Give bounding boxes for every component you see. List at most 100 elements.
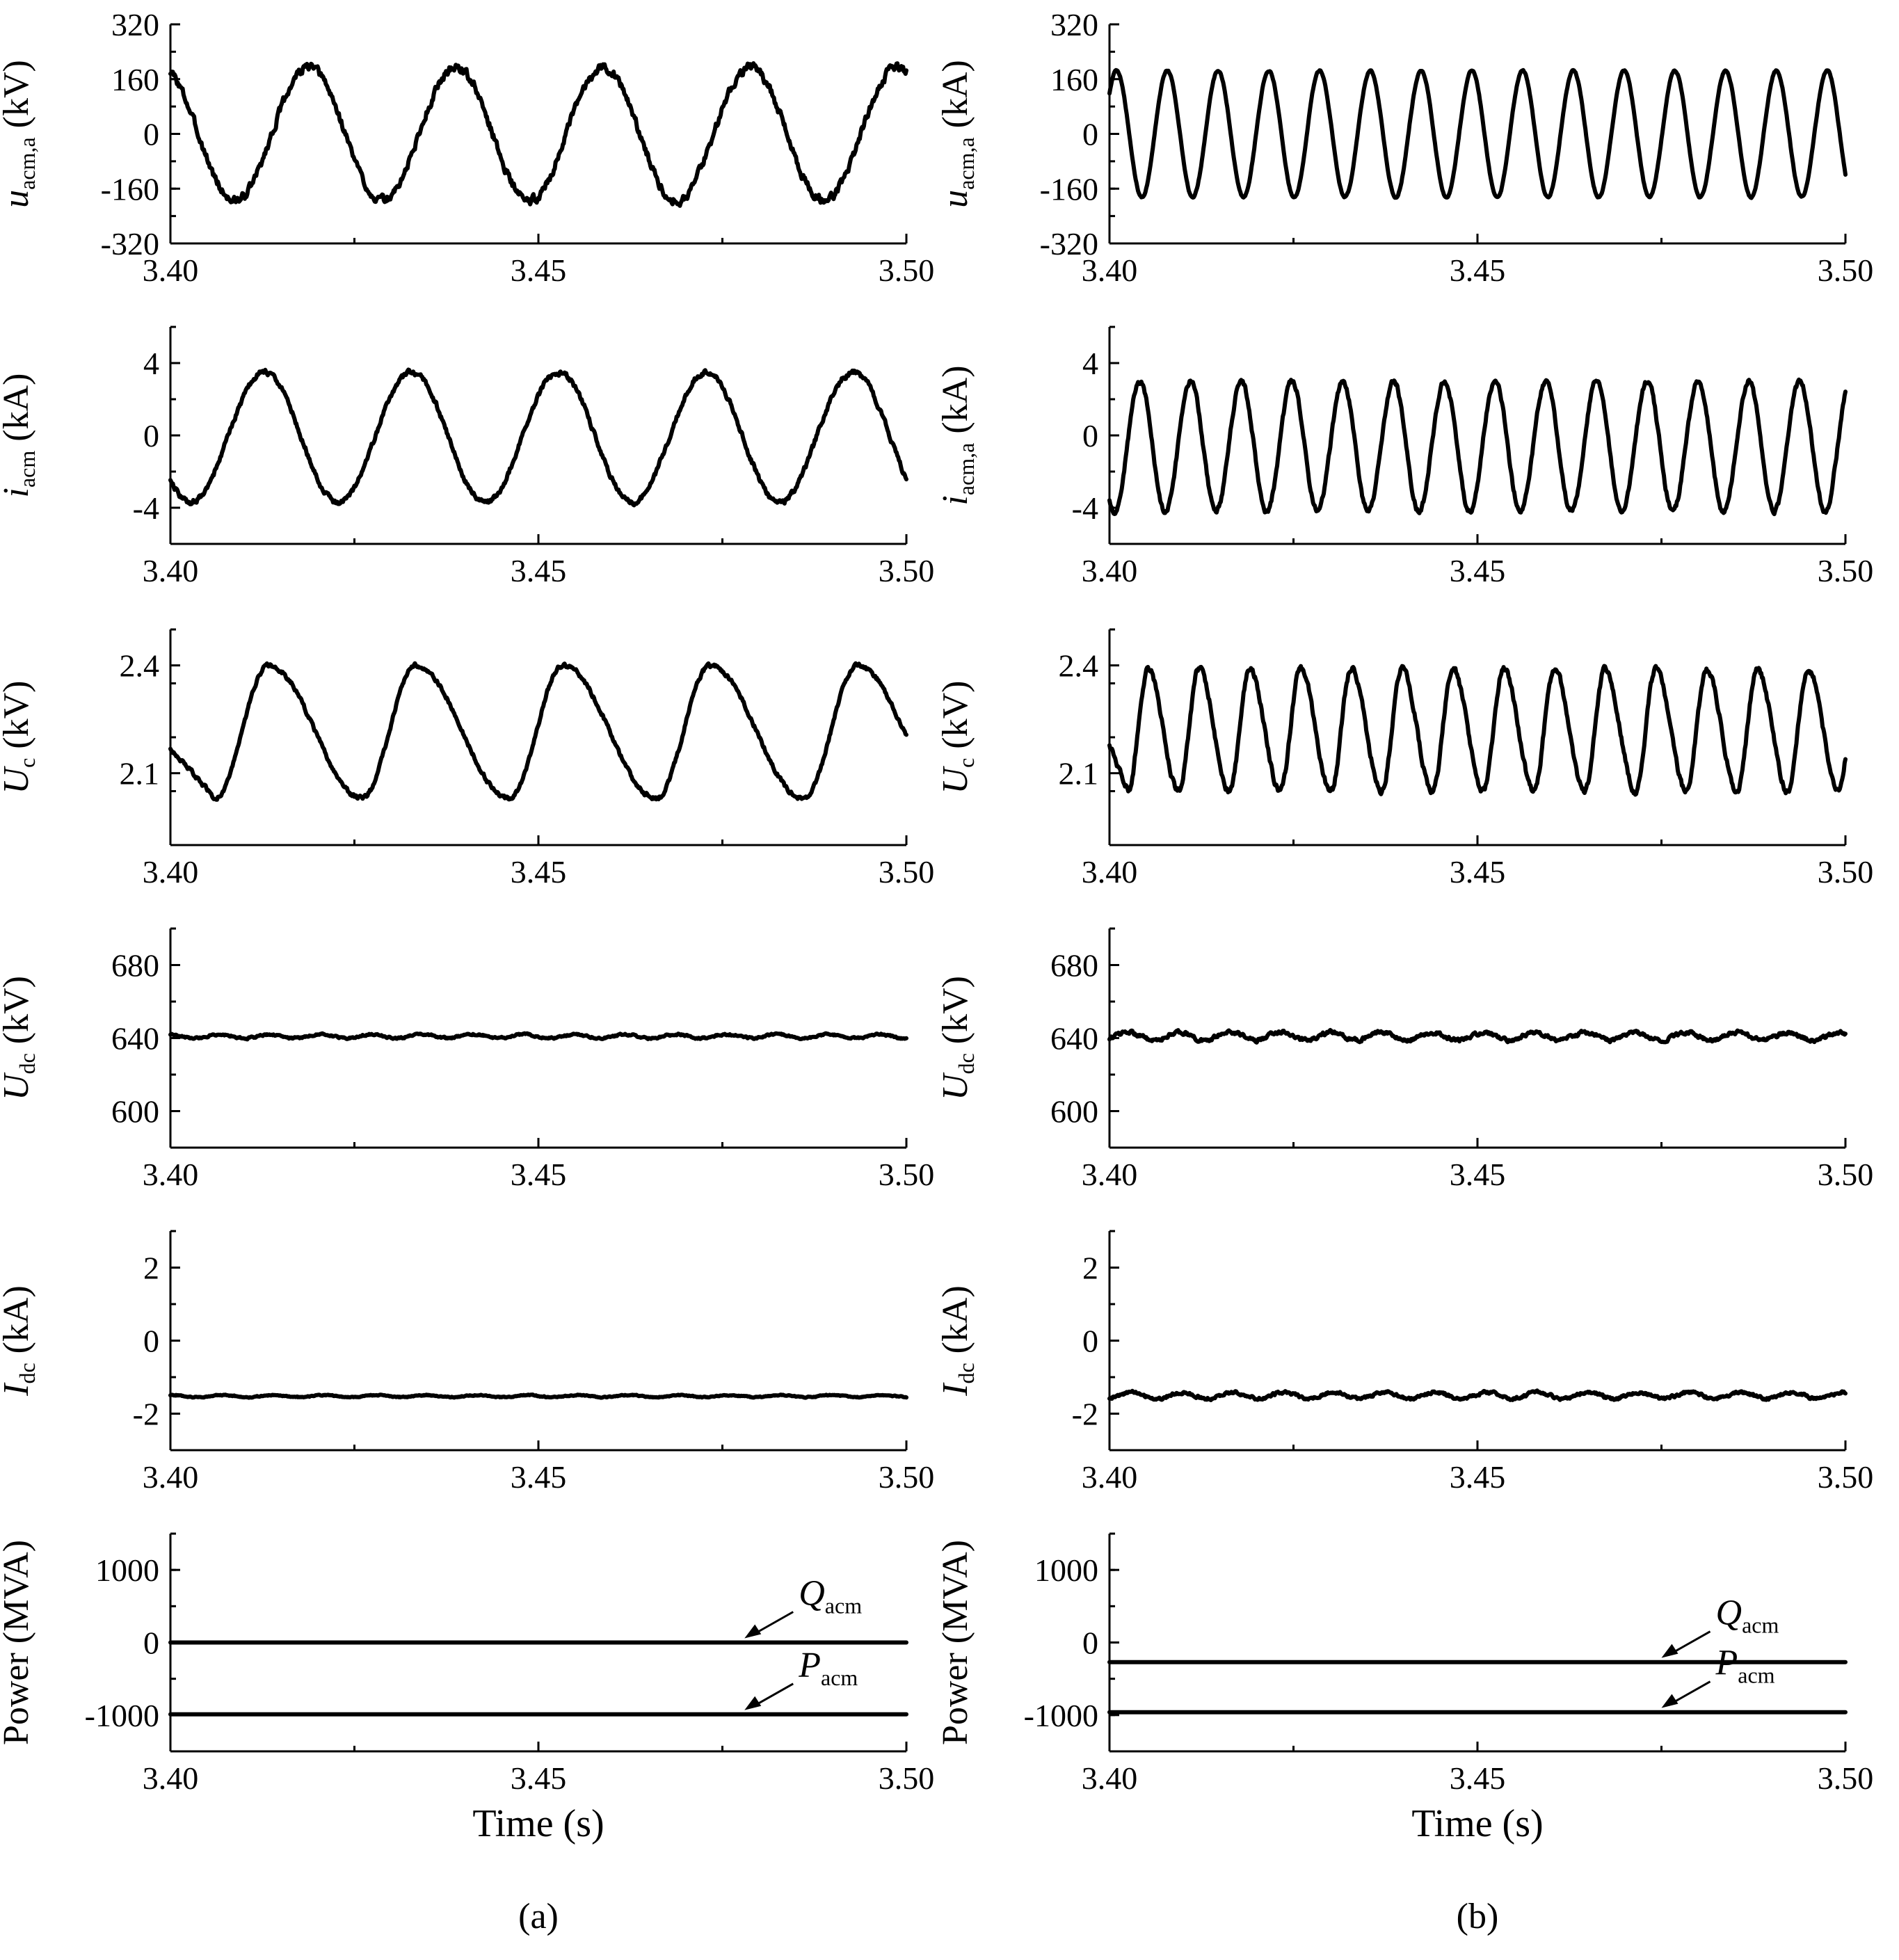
series-i-dc bbox=[168, 1392, 908, 1400]
x-tick-label: 3.45 bbox=[511, 553, 567, 588]
series-u-dc bbox=[168, 1031, 908, 1042]
y-axis-label: iacm,a (kA) bbox=[936, 365, 979, 505]
y-tick-label: 0 bbox=[143, 418, 159, 453]
y-tick-label: 600 bbox=[1050, 1094, 1098, 1130]
y-tick-label: 0 bbox=[1082, 1625, 1098, 1661]
y-tick-label: -320 bbox=[101, 226, 159, 262]
x-tick-label: 3.45 bbox=[511, 854, 567, 890]
y-tick-label: 2.4 bbox=[120, 648, 160, 684]
y-tick-label: 1000 bbox=[95, 1552, 159, 1588]
y-tick-label: 0 bbox=[1082, 1324, 1098, 1359]
y-axis-label: Idc (kA) bbox=[0, 1285, 40, 1397]
x-tick-label: 3.40 bbox=[1082, 252, 1138, 288]
y-tick-label: 0 bbox=[143, 1324, 159, 1359]
y-tick-label: 4 bbox=[143, 346, 159, 381]
x-tick-label: 3.40 bbox=[1082, 1760, 1138, 1796]
x-tick-label: 3.40 bbox=[143, 1760, 199, 1796]
y-tick-label: 160 bbox=[111, 62, 159, 97]
x-tick-label: 3.50 bbox=[879, 553, 935, 588]
panel-b-pwr: 3.40 3.45 3.50 1000 0 -1000 Power (MVA) Qacm Pac… bbox=[936, 1532, 1873, 1796]
x-tick-label: 3.45 bbox=[1450, 252, 1506, 288]
x-tick-label: 3.40 bbox=[143, 1157, 199, 1192]
series-i-dc bbox=[1107, 1388, 1848, 1402]
panel-a-iac: 3.40 3.45 3.50 4 0 -4 iacm (kA) bbox=[0, 326, 935, 588]
x-tick-label: 3.50 bbox=[1818, 252, 1874, 288]
panel-a-uc: 3.40 3.45 3.50 2.4 2.1 Uc (kV) bbox=[0, 628, 935, 890]
x-axis-title: Time (s) bbox=[472, 1802, 604, 1845]
panel-b-udc: 3.40 3.45 3.50 680 640 600 Udc (kV) bbox=[936, 927, 1873, 1192]
x-tick-label: 3.45 bbox=[1450, 553, 1506, 588]
panel-a-idc: 3.40 3.45 3.50 2 0 -2 Idc (kA) bbox=[0, 1230, 935, 1495]
x-tick-label: 3.50 bbox=[879, 854, 935, 890]
panel-a-pwr: 3.40 3.45 3.50 1000 0 -1000 Power (MVA) Qacm Pac… bbox=[0, 1532, 935, 1796]
x-tick-label: 3.40 bbox=[1082, 854, 1138, 890]
y-axis-label: Power (MVA) bbox=[936, 1540, 975, 1745]
x-tick-label: 3.40 bbox=[1082, 553, 1138, 588]
x-tick-label: 3.50 bbox=[879, 1459, 935, 1495]
y-axis-label: Idc (kA) bbox=[936, 1285, 979, 1397]
x-tick-label: 3.50 bbox=[1818, 854, 1874, 890]
y-tick-label: -160 bbox=[1040, 171, 1098, 207]
series-label-q-acm: Qacm bbox=[799, 1574, 862, 1618]
panel-b-uac: 3.40 3.45 3.50 320 160 0 -160 -320 uacm,a (kA) bbox=[936, 7, 1873, 288]
y-tick-label: 2.1 bbox=[120, 756, 160, 792]
x-axis-title: Time (s) bbox=[1411, 1802, 1543, 1845]
x-tick-label: 3.45 bbox=[1450, 854, 1506, 890]
y-tick-label: -2 bbox=[133, 1397, 159, 1432]
x-tick-label: 3.50 bbox=[879, 1760, 935, 1796]
subfigure-caption: (b) bbox=[1457, 1897, 1499, 1936]
y-tick-label: 640 bbox=[1050, 1021, 1098, 1057]
x-tick-label: 3.50 bbox=[879, 252, 935, 288]
y-axis-label: iacm (kA) bbox=[0, 373, 40, 498]
y-tick-label: 640 bbox=[111, 1021, 159, 1057]
y-tick-label: 2.1 bbox=[1059, 756, 1099, 792]
x-tick-label: 3.50 bbox=[1818, 553, 1874, 588]
series-u-dc bbox=[1107, 1028, 1848, 1045]
y-tick-label: 320 bbox=[1050, 7, 1098, 42]
x-tick-label: 3.45 bbox=[511, 252, 567, 288]
subfigure-caption: (a) bbox=[518, 1897, 559, 1936]
arrow-head bbox=[1661, 1644, 1678, 1658]
y-axis-label: uacm,a (kA) bbox=[936, 60, 979, 208]
series-label-p-acm: Pacm bbox=[1715, 1644, 1775, 1688]
x-tick-label: 3.45 bbox=[1450, 1459, 1506, 1495]
arrow-head bbox=[744, 1696, 762, 1710]
y-tick-label: 2.4 bbox=[1059, 648, 1099, 684]
panel-b-iac: 3.40 3.45 3.50 4 0 -4 iacm,a (kA) bbox=[936, 326, 1874, 588]
y-tick-label: 680 bbox=[1050, 948, 1098, 983]
x-tick-label: 3.40 bbox=[1082, 1459, 1138, 1495]
x-tick-label: 3.40 bbox=[143, 553, 199, 588]
y-tick-label: -1000 bbox=[1024, 1698, 1098, 1733]
series-u-acm-a bbox=[168, 61, 908, 208]
x-tick-label: 3.45 bbox=[511, 1157, 567, 1192]
y-axis-label: Uc (kV) bbox=[0, 681, 40, 794]
panel-b-uc: 3.40 3.45 3.50 2.4 2.1 Uc (kV) bbox=[936, 628, 1874, 890]
y-axis-label: Udc (kV) bbox=[936, 976, 979, 1100]
y-tick-label: -1000 bbox=[85, 1698, 159, 1733]
y-axis-label: Power (MVA) bbox=[0, 1540, 36, 1745]
y-tick-label: -4 bbox=[133, 490, 159, 526]
x-tick-label: 3.45 bbox=[1450, 1760, 1506, 1796]
series-u-c bbox=[1107, 664, 1848, 797]
y-tick-label: 2 bbox=[143, 1251, 159, 1286]
y-tick-label: 4 bbox=[1082, 346, 1098, 381]
panel-a-uac: 3.40 3.45 3.50 320 160 0 -160 -320 uacm,a (kV) bbox=[0, 7, 934, 288]
x-tick-label: 3.45 bbox=[511, 1760, 567, 1796]
x-tick-label: 3.40 bbox=[1082, 1157, 1138, 1192]
x-tick-label: 3.50 bbox=[879, 1157, 935, 1192]
series-label-q-acm: Qacm bbox=[1716, 1593, 1779, 1638]
y-tick-label: 0 bbox=[1082, 418, 1098, 453]
y-tick-label: 680 bbox=[111, 948, 159, 983]
x-tick-label: 3.40 bbox=[143, 854, 199, 890]
y-axis-label: Uc (kV) bbox=[936, 681, 979, 794]
y-tick-label: 1000 bbox=[1034, 1552, 1098, 1588]
panel-a-udc: 3.40 3.45 3.50 680 640 600 Udc (kV) bbox=[0, 927, 935, 1192]
y-axis-label: Udc (kV) bbox=[0, 976, 40, 1100]
x-tick-label: 3.50 bbox=[1818, 1459, 1874, 1495]
arrow-head bbox=[1661, 1694, 1678, 1708]
y-tick-label: -4 bbox=[1072, 490, 1098, 526]
y-axis-label: uacm,a (kV) bbox=[0, 60, 40, 208]
y-tick-label: 320 bbox=[111, 7, 159, 42]
y-tick-label: 0 bbox=[1082, 117, 1098, 152]
